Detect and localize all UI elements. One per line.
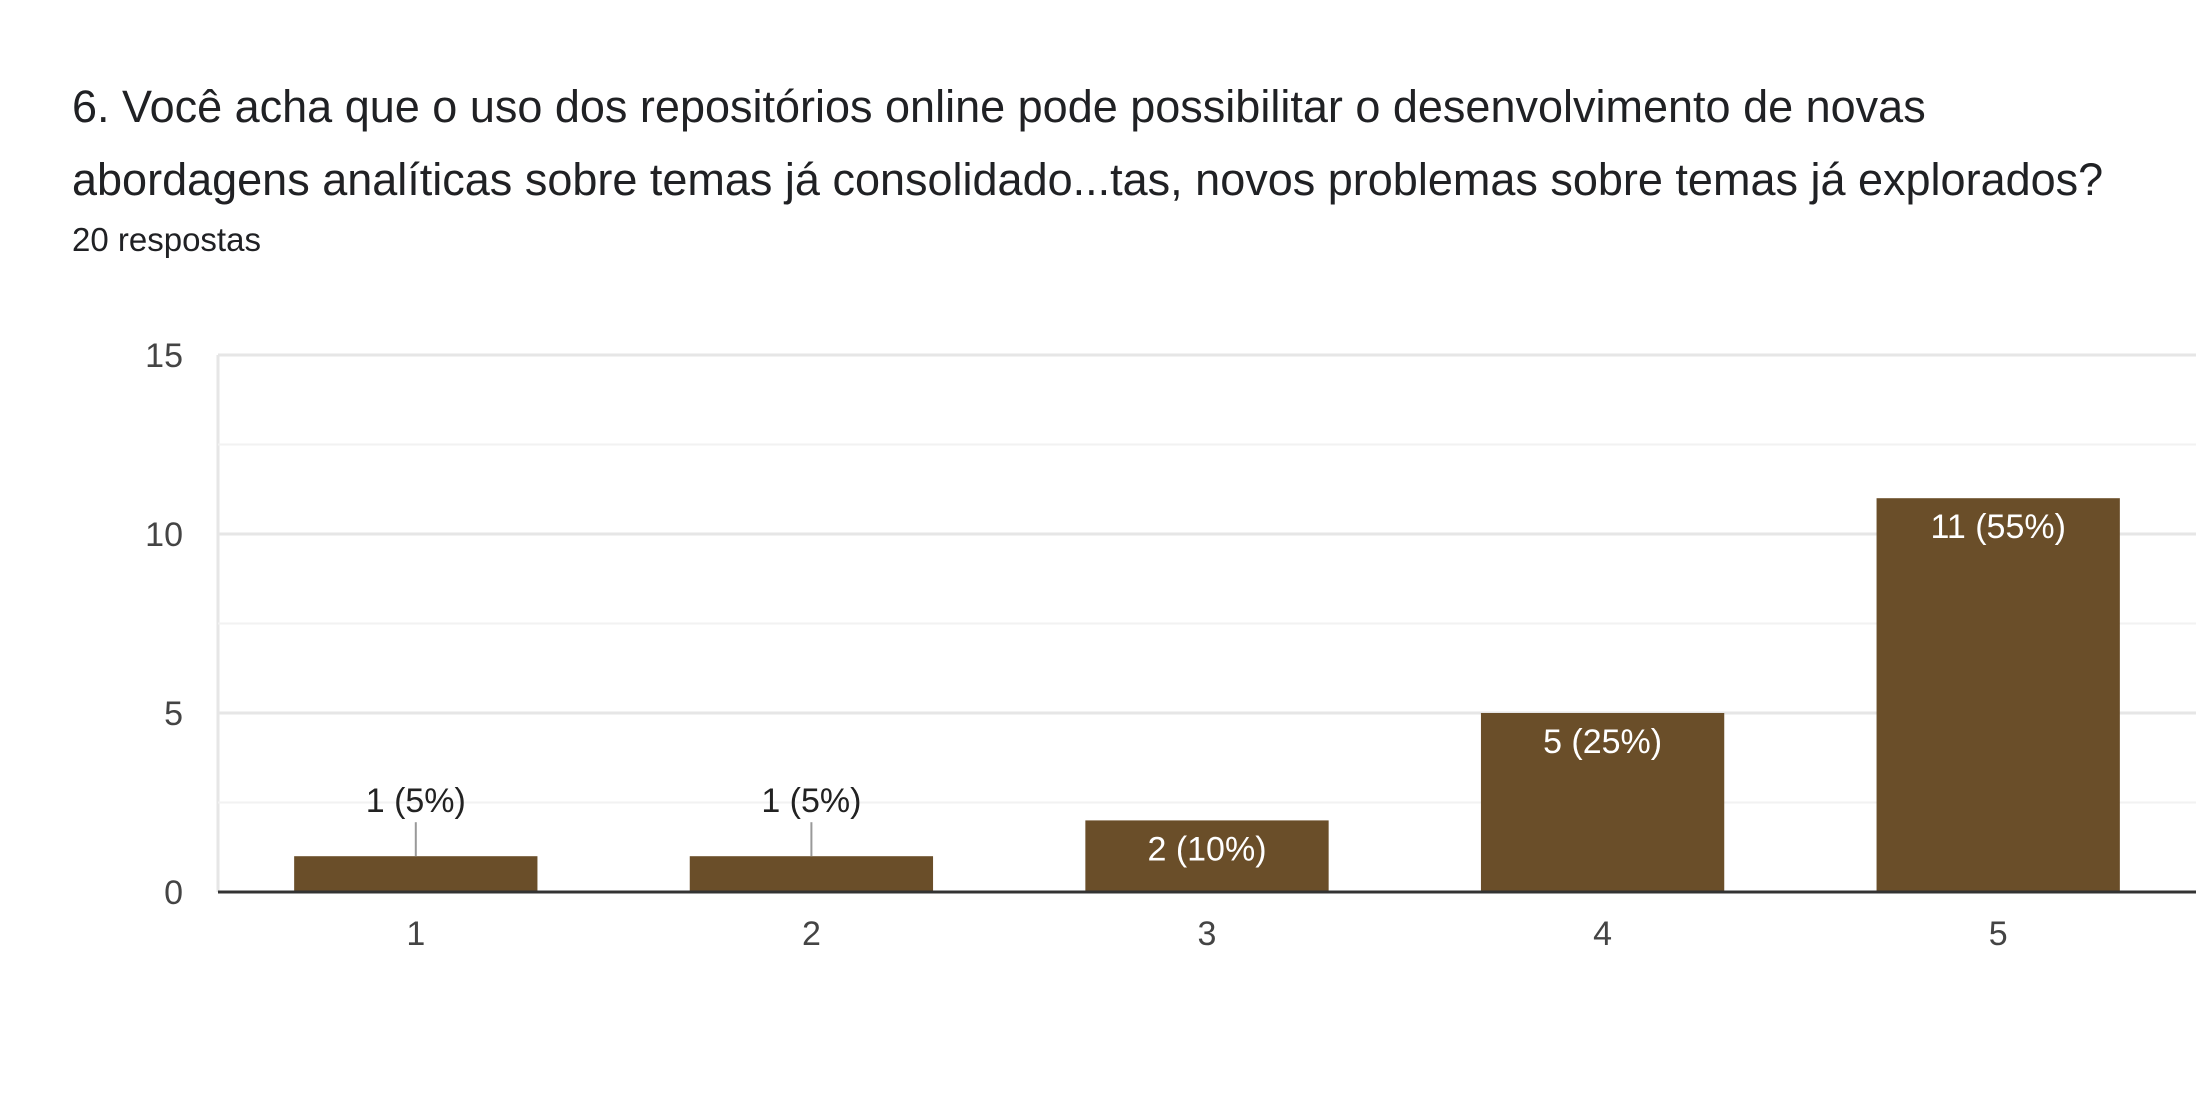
bar-2	[689, 856, 934, 892]
question-title: 6. Você acha que o uso dos repositórios …	[72, 81, 2104, 205]
data-label: 1 (5%)	[366, 782, 466, 820]
x-tick-label: 4	[1593, 915, 1612, 953]
y-tick-label: 10	[145, 516, 183, 554]
response-count: 20 respostas	[72, 221, 261, 258]
x-tick-label: 1	[406, 915, 425, 953]
y-tick-label: 5	[164, 695, 183, 733]
bar-3	[1085, 820, 1329, 892]
data-label: 2 (10%)	[1147, 830, 1266, 868]
data-label: 5 (25%)	[1543, 723, 1662, 761]
y-tick-label: 0	[164, 874, 183, 912]
x-tick-label: 2	[802, 915, 821, 953]
x-tick-label: 3	[1198, 915, 1217, 953]
bar-5	[1876, 498, 2120, 892]
bar-4	[1480, 713, 1725, 892]
x-tick-label: 5	[1989, 915, 2008, 953]
data-label: 11 (55%)	[1930, 508, 2065, 546]
data-label: 1 (5%)	[761, 782, 861, 820]
bar-1	[294, 856, 538, 892]
y-tick-label: 15	[145, 337, 183, 375]
